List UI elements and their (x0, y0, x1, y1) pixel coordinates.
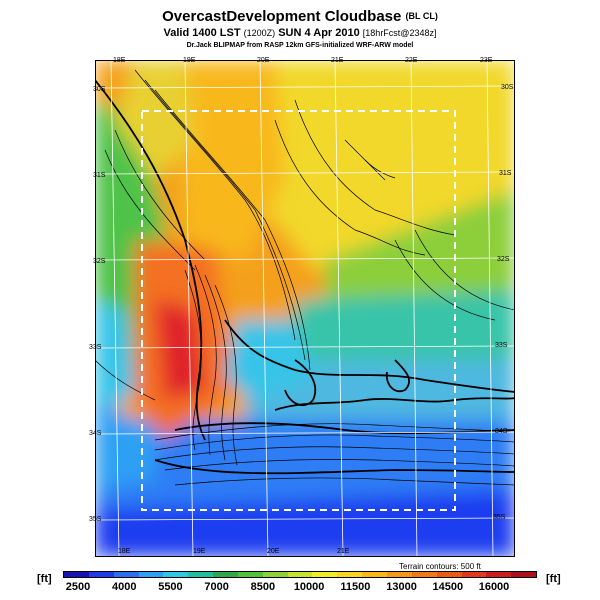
colorbar-tick-label: 5500 (158, 581, 183, 593)
lat-label-right-31s: 31S (499, 170, 512, 177)
colorbar-swatch (188, 572, 214, 577)
colorbar-swatch (163, 572, 189, 577)
valid-date: SUN 4 Apr 2010 (278, 27, 360, 39)
colorbar-tick-label: 8500 (250, 581, 276, 593)
colorbar-swatch (213, 572, 238, 577)
lat-label-left-33s: 33S (89, 344, 102, 351)
lat-lon-grid (95, 60, 515, 557)
lon-label-top-21e: 21E (331, 57, 344, 64)
terrain-contour-note: Terrain contours: 500 ft (399, 562, 481, 571)
title-main: OvercastDevelopment Cloudbase (162, 8, 402, 25)
lat-label-left-34s: 34S (89, 430, 102, 437)
lon-label-top-19e: 19E (183, 57, 196, 64)
colorbar-unit-right: [ft] (546, 573, 561, 585)
lat-label-left-35s: 35S (89, 516, 102, 523)
terrain-contours (95, 69, 515, 486)
lon-label-top-23e: 23E (480, 57, 493, 64)
title-suffix: (BL CL) (405, 11, 438, 21)
cloudbase-map (95, 60, 515, 557)
lat-label-left-32s: 32S (93, 258, 106, 265)
lon-label-bottom-18e: 18E (118, 548, 131, 555)
lat-label-right-35s: 35S (493, 514, 506, 521)
lon-label-bottom-20e: 20E (267, 548, 280, 555)
lon-label-top-18e: 18E (113, 57, 126, 64)
colorbar-swatch (362, 572, 387, 577)
lon-label-bottom-19e: 19E (193, 548, 206, 555)
lat-label-left-31s: 31S (93, 172, 106, 179)
colorbar-swatch (113, 572, 139, 577)
colorbar-swatch (411, 572, 437, 577)
lat-label-right-32s: 32S (497, 256, 510, 263)
valid-zulu: (1200Z) (243, 28, 276, 38)
valid-time-line: Valid 1400 LST (1200Z) SUN 4 Apr 2010 [1… (0, 27, 600, 39)
colorbar-swatch (88, 572, 114, 577)
colorbar-tick-label: 10000 (293, 581, 325, 593)
colorbar-tick-label: 13000 (386, 581, 417, 593)
cloudbase-field (95, 60, 515, 557)
lon-label-bottom-21e: 21E (337, 548, 350, 555)
colorbar-swatch (461, 572, 487, 577)
colorbar-swatch (262, 572, 288, 577)
colorbar-swatch (138, 572, 164, 577)
colorbar (63, 571, 537, 578)
lat-label-left-30s: 30S (93, 86, 106, 93)
inner-domain-box (141, 110, 456, 511)
colorbar-swatch (486, 572, 512, 577)
colorbar-swatch (312, 572, 338, 577)
colorbar-swatch (337, 572, 363, 577)
colorbar-tick-label: 14500 (432, 581, 464, 593)
colorbar-swatch (64, 572, 89, 577)
colorbar-tick-label: 7000 (204, 581, 229, 593)
valid-time: Valid 1400 LST (163, 27, 241, 39)
model-credit: Dr.Jack BLIPMAP from RASP 12km GFS-initi… (186, 42, 414, 49)
colorbar-swatch (287, 572, 313, 577)
lat-label-right-34s: 34S (495, 428, 508, 435)
colorbar-swatch (386, 572, 412, 577)
lat-label-right-33s: 33S (495, 342, 508, 349)
colorbar-swatch (511, 572, 537, 577)
lat-label-right-30s: 30S (501, 84, 514, 91)
chart-title: OvercastDevelopment Cloudbase (BL CL) (0, 8, 600, 25)
forecast-run: [18hrFcst@2348z] (362, 28, 437, 38)
map-frame (95, 60, 515, 557)
lon-label-top-20e: 20E (257, 57, 270, 64)
colorbar-swatch (237, 572, 263, 577)
colorbar-tick-label: 2500 (65, 581, 91, 593)
colorbar-tick-label: 4000 (111, 581, 137, 593)
colorbar-tick-label: 11500 (340, 581, 371, 593)
colorbar-unit-left: [ft] (37, 573, 52, 585)
colorbar-swatch (436, 572, 462, 577)
colorbar-tick-label: 16000 (478, 581, 510, 593)
lon-label-top-22e: 22E (405, 57, 418, 64)
